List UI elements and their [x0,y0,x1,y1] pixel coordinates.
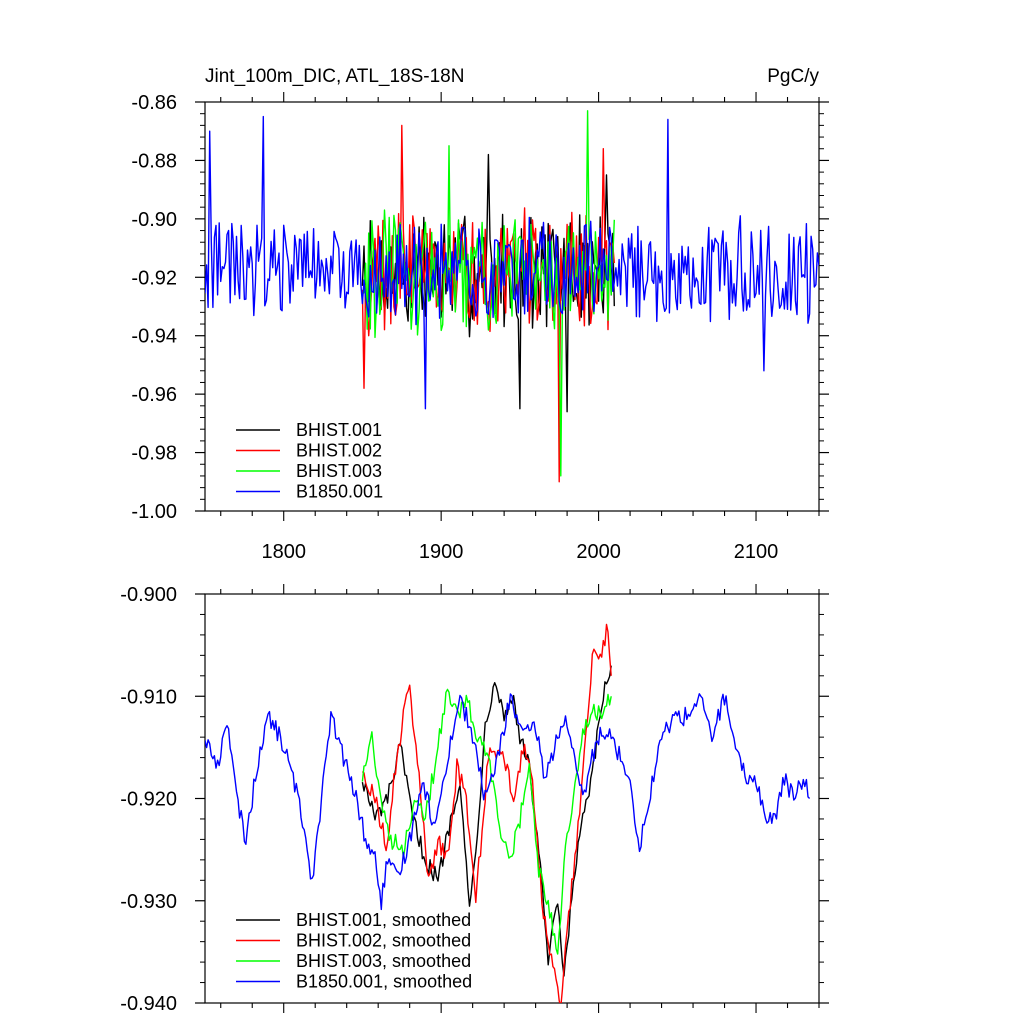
legend-label: BHIST.001, smoothed [296,910,471,930]
y-tick-label: -0.900 [120,584,177,606]
series-line-4 [205,115,819,410]
legend-label: BHIST.003 [296,461,382,481]
x-tick-label: 2000 [576,541,621,563]
bottom-panel: -0.940 -0.930 -0.920 -0.910 -0.900 BHIST.001… [120,584,829,1015]
top-axes-ticks: -1.00 -0.98 -0.96 -0.94 -0.92 -0.90 -0.88 -0.86… [131,92,829,563]
series-line-4 [205,693,811,911]
y-tick-label: -0.90 [131,209,177,231]
x-tick-label: 1900 [419,541,464,563]
top-series-lines [205,110,819,483]
y-tick-label: -0.92 [131,267,177,289]
legend-label: BHIST.002 [296,441,382,461]
legend-label: B1850.001, smoothed [296,972,472,992]
y-tick-label: -0.88 [131,150,177,172]
bottom-series-lines [205,623,811,1003]
legend-label: B1850.001 [296,482,383,502]
y-tick-label: -0.910 [120,686,177,708]
y-tick-label: -0.940 [120,993,177,1015]
series-line-1 [361,665,612,977]
top-plot-frame [204,101,820,512]
legend-label: BHIST.002, smoothed [296,931,471,951]
y-tick-label: -0.98 [131,443,177,465]
legend-label: BHIST.001 [296,420,382,440]
series-line-2 [361,623,612,1003]
series-line-2 [361,124,615,483]
x-tick-label: 2100 [734,541,779,563]
y-tick-label: -0.86 [131,92,177,114]
top-units-label: PgC/y [767,66,819,87]
x-tick-label: 1800 [261,541,306,563]
y-tick-label: -1.00 [131,501,177,523]
top-panel: Jint_100m_DIC, ATL_18S-18N PgC/y -1.00 -0… [131,66,829,563]
bottom-axes-ticks: -0.940 -0.930 -0.920 -0.910 -0.900 [120,584,829,1015]
top-chart-title: Jint_100m_DIC, ATL_18S-18N [205,66,464,87]
y-tick-label: -0.94 [131,326,177,348]
legend-label: BHIST.003, smoothed [296,951,471,971]
y-tick-label: -0.96 [131,384,177,406]
y-tick-label: -0.920 [120,789,177,811]
y-tick-label: -0.930 [120,891,177,913]
